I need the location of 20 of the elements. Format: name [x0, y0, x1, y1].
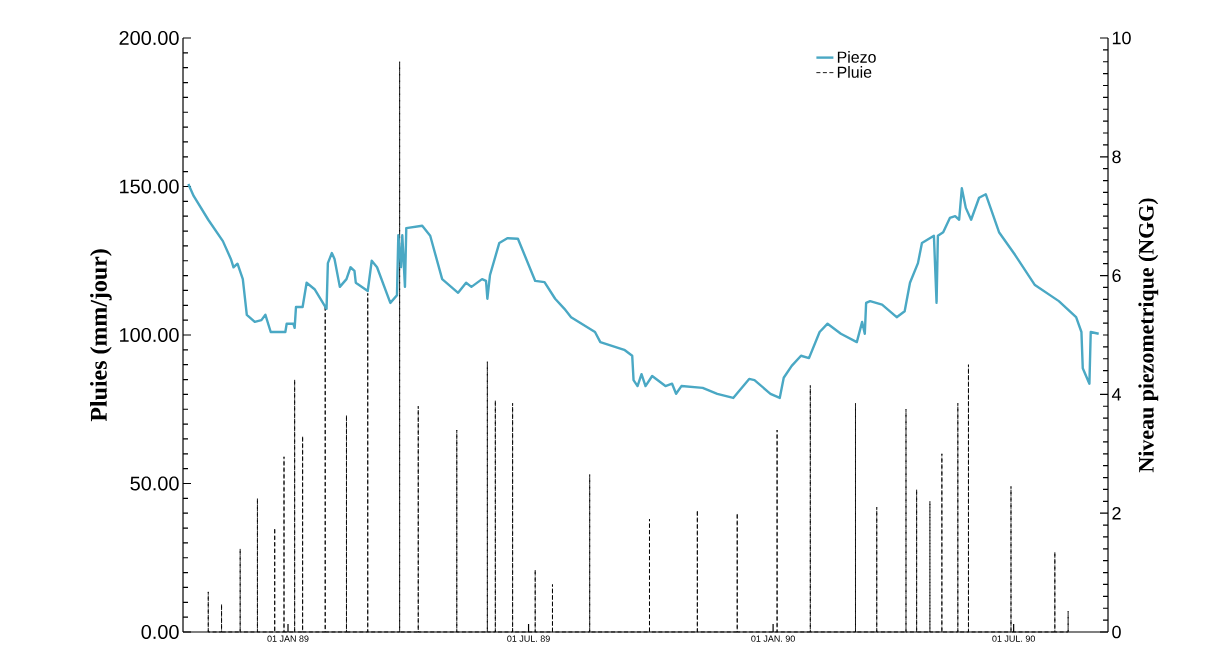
y-tick-label: 150.00 — [120, 179, 179, 194]
y-tick-label: 100.00 — [120, 327, 179, 343]
y2-tick-label: 6 — [1112, 269, 1121, 282]
y-tick-label: 200.00 — [119, 30, 179, 46]
y-tick-label: 0.00 — [141, 624, 179, 640]
x-tick-label: 01 JUL. 89 — [507, 635, 550, 642]
y2-tick-label: 10 — [1112, 31, 1131, 45]
y-axis-title: Pluies (mm/jour) — [90, 249, 112, 422]
x-tick-label: 01 JAN 89 — [267, 635, 309, 642]
y2-tick-label: 8 — [1112, 150, 1121, 164]
y-tick-label: 50.00 — [130, 476, 179, 491]
x-tick-label: 01 JAN. 90 — [751, 635, 795, 642]
legend-label: Piezo — [837, 51, 876, 63]
y2-axis-title: Niveau piezometrique (NGG) — [1138, 198, 1159, 473]
y2-tick-label: 4 — [1111, 388, 1121, 401]
y2-tick-label: 0 — [1112, 625, 1121, 639]
line-series — [187, 182, 1100, 400]
y2-tick-label: 2 — [1112, 506, 1121, 520]
x-tick-label: 01 JUL. 90 — [992, 635, 1035, 642]
legend-label: Pluie — [837, 66, 872, 78]
